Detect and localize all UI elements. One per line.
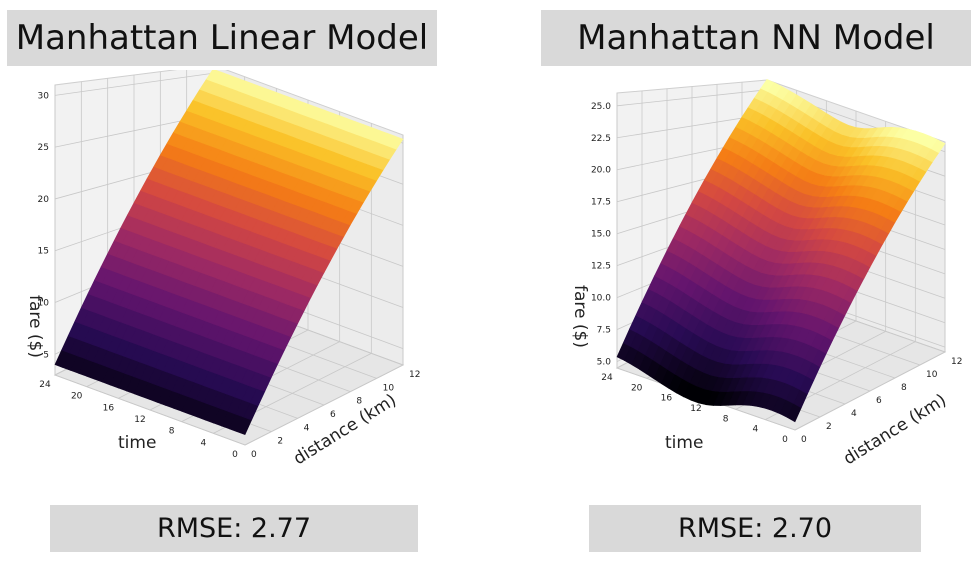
y-tick-label: 16 [103,403,115,413]
y-tick-label: 20 [71,392,83,402]
x-tick-label: 0 [251,450,257,460]
y-tick-label: 24 [601,373,613,383]
z-tick-label: 20.0 [591,166,611,176]
y-tick-label: 16 [661,394,673,404]
z-tick-label: 15 [38,247,49,257]
y-tick-label: 8 [169,427,175,437]
x-tick-label: 8 [901,383,907,393]
y-tick-label: 24 [39,380,51,390]
gridline [54,72,214,96]
x-tick-label: 6 [330,410,336,420]
y-tick-label: 0 [782,435,788,445]
z-tick-label: 10 [38,299,50,309]
x-tick-label: 0 [801,435,807,445]
z-tick-label: 15.0 [591,230,611,240]
z-tick-label: 10.0 [591,294,611,304]
x-tick-label: 8 [356,397,362,407]
x-tick-label: 12 [409,370,420,380]
z-tick-label: 7.5 [597,326,611,336]
z-tick-label: 22.5 [591,134,611,144]
surface-facet [930,139,946,154]
x-axis-label: distance (km) [840,390,950,469]
x-tick-label: 10 [383,383,395,393]
right-chart-title: Manhattan NN Model [541,10,971,66]
y-tick-label: 20 [631,383,643,393]
x-tick-label: 12 [951,357,962,367]
y-tick-label: 4 [752,425,758,435]
gridline [616,89,768,107]
z-tick-label: 17.5 [591,198,611,208]
surface-facet [388,135,404,150]
y-tick-label: 8 [723,414,729,424]
left-chart-title: Manhattan Linear Model [7,10,437,66]
z-tick-label: 25 [38,143,49,153]
z-tick-label: 30 [38,91,50,101]
x-tick-label: 4 [304,423,310,433]
z-tick-label: 5.0 [597,358,612,368]
x-tick-label: 2 [277,437,283,447]
z-tick-label: 25.0 [591,102,611,112]
x-tick-label: 2 [826,422,832,432]
y-tick-label: 12 [134,415,145,425]
x-tick-label: 4 [851,409,857,419]
gridline [794,351,946,431]
y-tick-label: 4 [200,438,206,448]
z-tick-label: 12.5 [591,262,611,272]
gridline [244,364,404,446]
y-axis-label: time [118,433,156,453]
y-tick-label: 12 [690,404,701,414]
z-axis-label: fare ($) [570,285,590,348]
y-tick-label: 0 [232,450,238,460]
x-tick-label: 6 [876,396,882,406]
z-tick-label: 5 [43,350,49,360]
z-axis-label: fare ($) [25,295,45,358]
left-rmse-label: RMSE: 2.77 [50,505,418,552]
y-axis-label: time [665,433,703,453]
left-chart-plot: 0246810120481216202451015202530distance … [25,70,420,469]
right-chart-plot: 024681012048121620245.07.510.012.515.017… [570,79,962,469]
right-rmse-label: RMSE: 2.70 [589,505,921,552]
x-tick-label: 10 [926,370,938,380]
z-tick-label: 20 [38,195,50,205]
